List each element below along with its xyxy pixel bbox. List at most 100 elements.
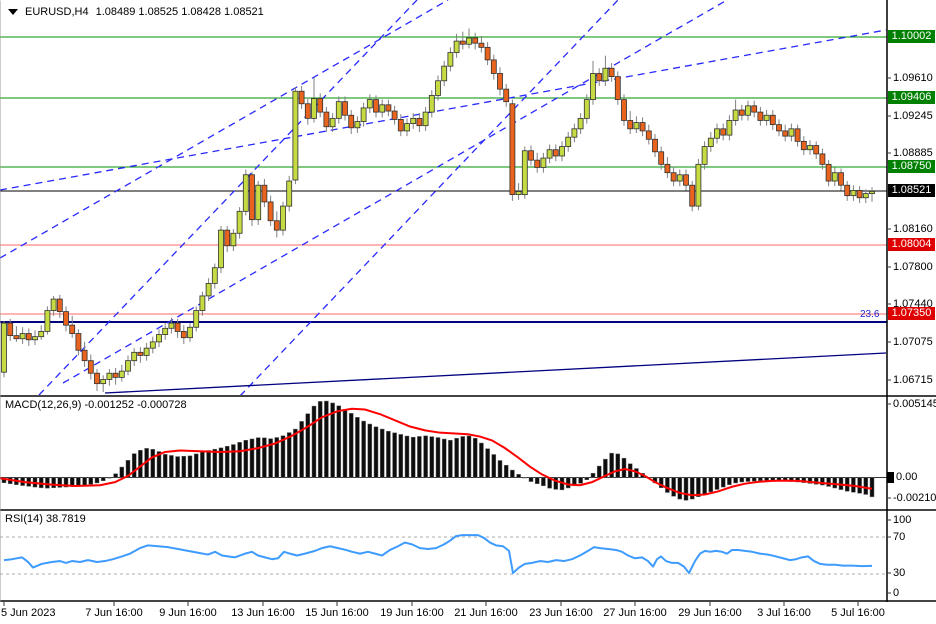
symbol-dropdown-icon[interactable] (8, 9, 18, 15)
macd-histogram-bar (218, 447, 224, 478)
bull-candle (280, 205, 286, 231)
macd-histogram-bar (479, 442, 484, 478)
macd-histogram-bar (51, 477, 56, 489)
macd-histogram-bar (795, 477, 800, 483)
bear-candle (614, 76, 621, 100)
trendline-6[interactable] (104, 352, 887, 394)
time-axis-label[interactable]: 7 Jun 16:00 (85, 607, 143, 619)
rsi-axis-label: 70 (893, 531, 906, 543)
bear-candle (323, 111, 330, 128)
macd-histogram-bar (708, 477, 714, 493)
macd-histogram-bar (398, 434, 404, 478)
macd-histogram-bar (466, 435, 472, 478)
time-axis-label[interactable]: 23 Jun 16:00 (529, 607, 593, 619)
bear-candle (137, 351, 144, 356)
macd-histogram-bar (324, 400, 329, 478)
macd-histogram-bar (249, 438, 255, 478)
macd-histogram-bar (113, 473, 118, 478)
bear-candle (769, 114, 776, 126)
pane-separator[interactable] (0, 509, 936, 511)
macd-histogram-bar (125, 460, 131, 478)
bull-candle (125, 360, 131, 372)
macd-histogram-bar (584, 477, 590, 480)
bear-candle (608, 67, 615, 78)
macd-axis-label: 0.005145 (893, 398, 936, 410)
bear-candle (81, 349, 88, 362)
bear-candle (13, 335, 20, 340)
time-axis-label[interactable]: 13 Jun 16:00 (231, 607, 295, 619)
bull-candle (360, 107, 367, 122)
macd-histogram-bar (286, 432, 292, 478)
trendline-3[interactable] (0, 0, 449, 259)
trendline-1[interactable] (38, 0, 418, 396)
bull-candle (149, 341, 156, 349)
bull-candle (255, 184, 262, 221)
bull-candle (410, 117, 417, 124)
bear-candle (552, 149, 559, 157)
bear-candle (25, 333, 32, 341)
bull-candle (435, 80, 441, 96)
bear-candle (56, 298, 63, 312)
macd-histogram-bar (404, 435, 410, 478)
fib-236-label: 23.6 (860, 309, 880, 320)
time-axis-label[interactable]: 29 Jun 16:00 (678, 607, 742, 619)
bull-candle (230, 232, 237, 247)
macd-histogram-bar (590, 472, 596, 478)
macd-histogram-bar (745, 477, 751, 482)
time-axis-label[interactable]: 19 Jun 16:00 (380, 607, 444, 619)
bull-candle (515, 191, 522, 196)
time-axis-label[interactable]: 3 Jul 16:00 (757, 607, 811, 619)
time-axis-label[interactable]: 21 Jun 16:00 (454, 607, 518, 619)
time-axis-label[interactable]: 27 Jun 16:00 (603, 607, 667, 619)
price-tick-label: 1.07075 (893, 336, 933, 348)
bull-candle (404, 123, 410, 132)
bull-candle (236, 210, 243, 234)
bull-candle (292, 90, 299, 181)
bear-candle (503, 88, 510, 103)
bear-candle (627, 120, 634, 130)
trendline-2[interactable] (239, 0, 619, 397)
bear-candle (720, 128, 727, 136)
time-axis-label[interactable]: 9 Jun 16:00 (159, 607, 217, 619)
macd-histogram-bar (45, 477, 50, 489)
bull-candle (162, 327, 169, 335)
macd-histogram-bar (224, 446, 230, 478)
macd-histogram-bar (131, 453, 137, 478)
macd-histogram-bar (541, 477, 546, 487)
time-axis-label[interactable]: 5 Jun 2023 (1, 607, 56, 619)
bear-candle (87, 360, 94, 374)
macd-zero-marker (887, 472, 894, 483)
time-axis-label[interactable]: 5 Jul 16:00 (831, 607, 885, 619)
bull-candle (707, 137, 714, 147)
macd-histogram-bar (293, 428, 298, 478)
bull-candle (100, 379, 107, 385)
macd-histogram-bar (491, 454, 497, 478)
macd-histogram-bar (714, 477, 720, 490)
trendline-4[interactable] (62, 0, 728, 384)
bull-candle (788, 128, 795, 137)
bear-candle (385, 104, 392, 112)
bear-candle (800, 140, 807, 151)
pane-separator[interactable] (0, 600, 936, 602)
macd-histogram-bar (826, 477, 831, 487)
bull-candle (193, 310, 200, 328)
bull-candle (422, 111, 429, 127)
pane-separator[interactable] (0, 395, 936, 397)
macd-histogram-bar (429, 436, 435, 478)
macd-histogram-bar (76, 477, 81, 486)
bull-candle (862, 193, 869, 199)
macd-histogram-bar (410, 436, 416, 478)
bear-candle (112, 372, 119, 378)
macd-histogram-bar (355, 417, 360, 478)
macd-histogram-bar (603, 458, 608, 478)
trendline-5[interactable] (0, 29, 887, 191)
macd-histogram-bar (528, 477, 534, 482)
bull-candle (32, 336, 38, 341)
macd-histogram-bar (82, 477, 87, 486)
bull-candle (831, 172, 838, 182)
macd-histogram-bar (615, 453, 621, 478)
bear-candle (391, 110, 398, 120)
time-axis-label[interactable]: 15 Jun 16:00 (305, 607, 369, 619)
